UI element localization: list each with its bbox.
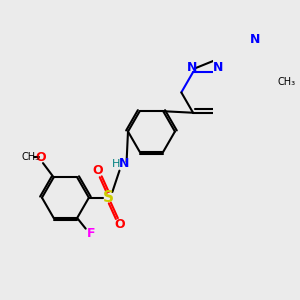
Text: N: N [186, 61, 197, 74]
Text: N: N [249, 33, 260, 46]
Text: CH₃: CH₃ [21, 152, 39, 162]
Text: O: O [93, 164, 104, 177]
Text: H: H [112, 158, 120, 169]
Text: O: O [114, 218, 125, 231]
Text: F: F [87, 227, 96, 240]
Text: O: O [36, 151, 46, 164]
Text: CH₃: CH₃ [277, 77, 296, 87]
Text: N: N [213, 61, 223, 74]
Text: S: S [103, 190, 114, 205]
Text: N: N [119, 157, 130, 170]
